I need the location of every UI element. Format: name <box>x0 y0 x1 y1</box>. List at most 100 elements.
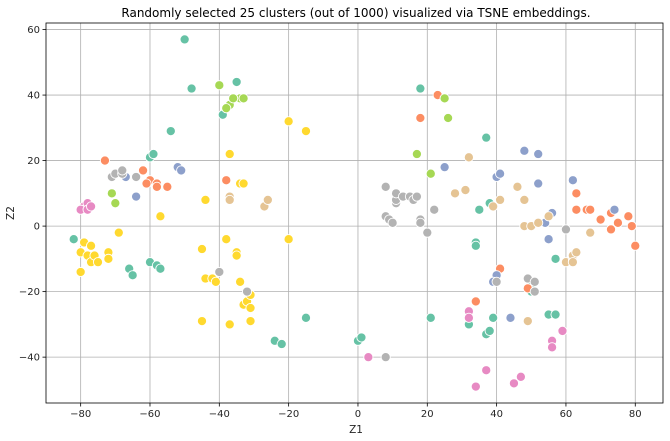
scatter-point <box>470 240 481 251</box>
scatter-point <box>612 217 623 228</box>
scatter-point <box>283 234 294 245</box>
scatter-point <box>439 162 450 173</box>
scatter-point <box>200 194 211 205</box>
scatter-point <box>380 352 391 363</box>
scatter-point <box>127 270 138 281</box>
scatter-point <box>439 93 450 104</box>
scatter-point <box>533 178 544 189</box>
scatter-point <box>543 211 554 222</box>
scatter-point <box>162 181 173 192</box>
scatter-point <box>411 148 422 160</box>
scatter-point <box>505 312 516 323</box>
scatter-point <box>224 148 235 160</box>
cluster-series <box>120 145 620 323</box>
cluster-series <box>106 165 571 363</box>
scatter-point <box>488 201 499 212</box>
x-tick-label: 20 <box>421 409 434 420</box>
scatter-point <box>238 178 249 189</box>
chart-title: Randomly selected 25 clusters (out of 10… <box>121 6 590 20</box>
scatter-point <box>470 296 481 307</box>
scatter-point <box>533 217 544 228</box>
scatter-point <box>519 145 530 156</box>
scatter-point <box>567 175 578 186</box>
scatter-point <box>460 185 471 196</box>
scatter-point <box>110 198 121 209</box>
scatter-point <box>103 253 114 264</box>
scatter-point <box>214 80 225 91</box>
scatter-point <box>155 211 166 222</box>
scatter-point <box>533 148 544 160</box>
y-tick-label: −20 <box>19 287 40 298</box>
scatter-point <box>231 250 242 261</box>
y-tick-label: 40 <box>27 91 40 102</box>
scatter-point <box>86 240 97 251</box>
scatter-point <box>106 188 117 199</box>
scatter-point <box>300 126 312 137</box>
scatter-point <box>415 217 426 228</box>
scatter-point <box>519 194 530 205</box>
scatter-point <box>86 201 97 212</box>
y-tick-label: −40 <box>19 353 40 364</box>
scatter-point <box>550 253 561 264</box>
scatter-point <box>179 34 190 45</box>
scatter-point <box>196 316 208 327</box>
scatter-point <box>262 194 273 205</box>
scatter-point <box>151 181 162 192</box>
scatter-point <box>630 240 641 251</box>
scatter-point <box>481 365 492 376</box>
scatter-point <box>245 302 256 314</box>
y-tick-label: 0 <box>34 222 40 233</box>
scatter-point <box>585 227 596 238</box>
scatter-point <box>515 371 526 382</box>
scatter-point <box>474 204 485 215</box>
scatter-point <box>221 103 232 114</box>
scatter-point <box>387 217 398 228</box>
x-tick-label: 80 <box>629 409 642 420</box>
scatter-point <box>228 93 239 104</box>
scatter-point <box>214 266 225 278</box>
x-tick-label: −60 <box>139 409 160 420</box>
scatter-point <box>415 83 426 94</box>
scatter-point <box>560 224 571 235</box>
plot-frame <box>45 22 664 404</box>
x-tick-label: −20 <box>278 409 299 420</box>
scatter-point <box>363 352 374 363</box>
scatter-point <box>529 286 540 297</box>
scatter-point <box>165 126 176 137</box>
scatter-point <box>356 332 367 343</box>
scatter-point <box>481 132 492 143</box>
scatter-point <box>276 338 287 350</box>
scatter-point <box>138 165 149 176</box>
scatter-point <box>491 276 502 287</box>
x-tick-label: 0 <box>355 409 361 420</box>
x-tick-label: 60 <box>560 409 573 420</box>
scatter-point <box>380 181 391 192</box>
x-axis-label: Z1 <box>349 424 363 436</box>
scatter-point <box>508 378 519 389</box>
cluster-series <box>75 116 312 330</box>
scatter-point <box>415 112 426 124</box>
scatter-point <box>148 148 159 160</box>
axis-ticks: −80 −60 −40 −20 0 20 40 60 80 −40 −20 0 20 40 60 <box>19 25 642 420</box>
scatter-point <box>238 93 249 104</box>
scatter-point <box>595 214 606 225</box>
scatter-point <box>571 247 582 258</box>
scatter-point <box>484 325 495 336</box>
scatter-point <box>495 168 506 179</box>
scatter-point <box>224 194 235 205</box>
scatter-point <box>543 234 554 245</box>
grid-lines <box>46 23 663 403</box>
scatter-point <box>429 204 440 215</box>
scatter-point <box>99 155 110 166</box>
scatter-point <box>425 312 436 323</box>
scatter-point <box>488 312 499 323</box>
scatter-point <box>495 194 506 205</box>
scatter-point <box>585 204 596 215</box>
scatter-point <box>231 76 242 88</box>
scatter-point <box>68 234 79 245</box>
cluster-series <box>68 34 561 350</box>
scatter-point <box>529 276 540 287</box>
x-tick-label: −40 <box>209 409 230 420</box>
scatter-point <box>422 227 433 238</box>
